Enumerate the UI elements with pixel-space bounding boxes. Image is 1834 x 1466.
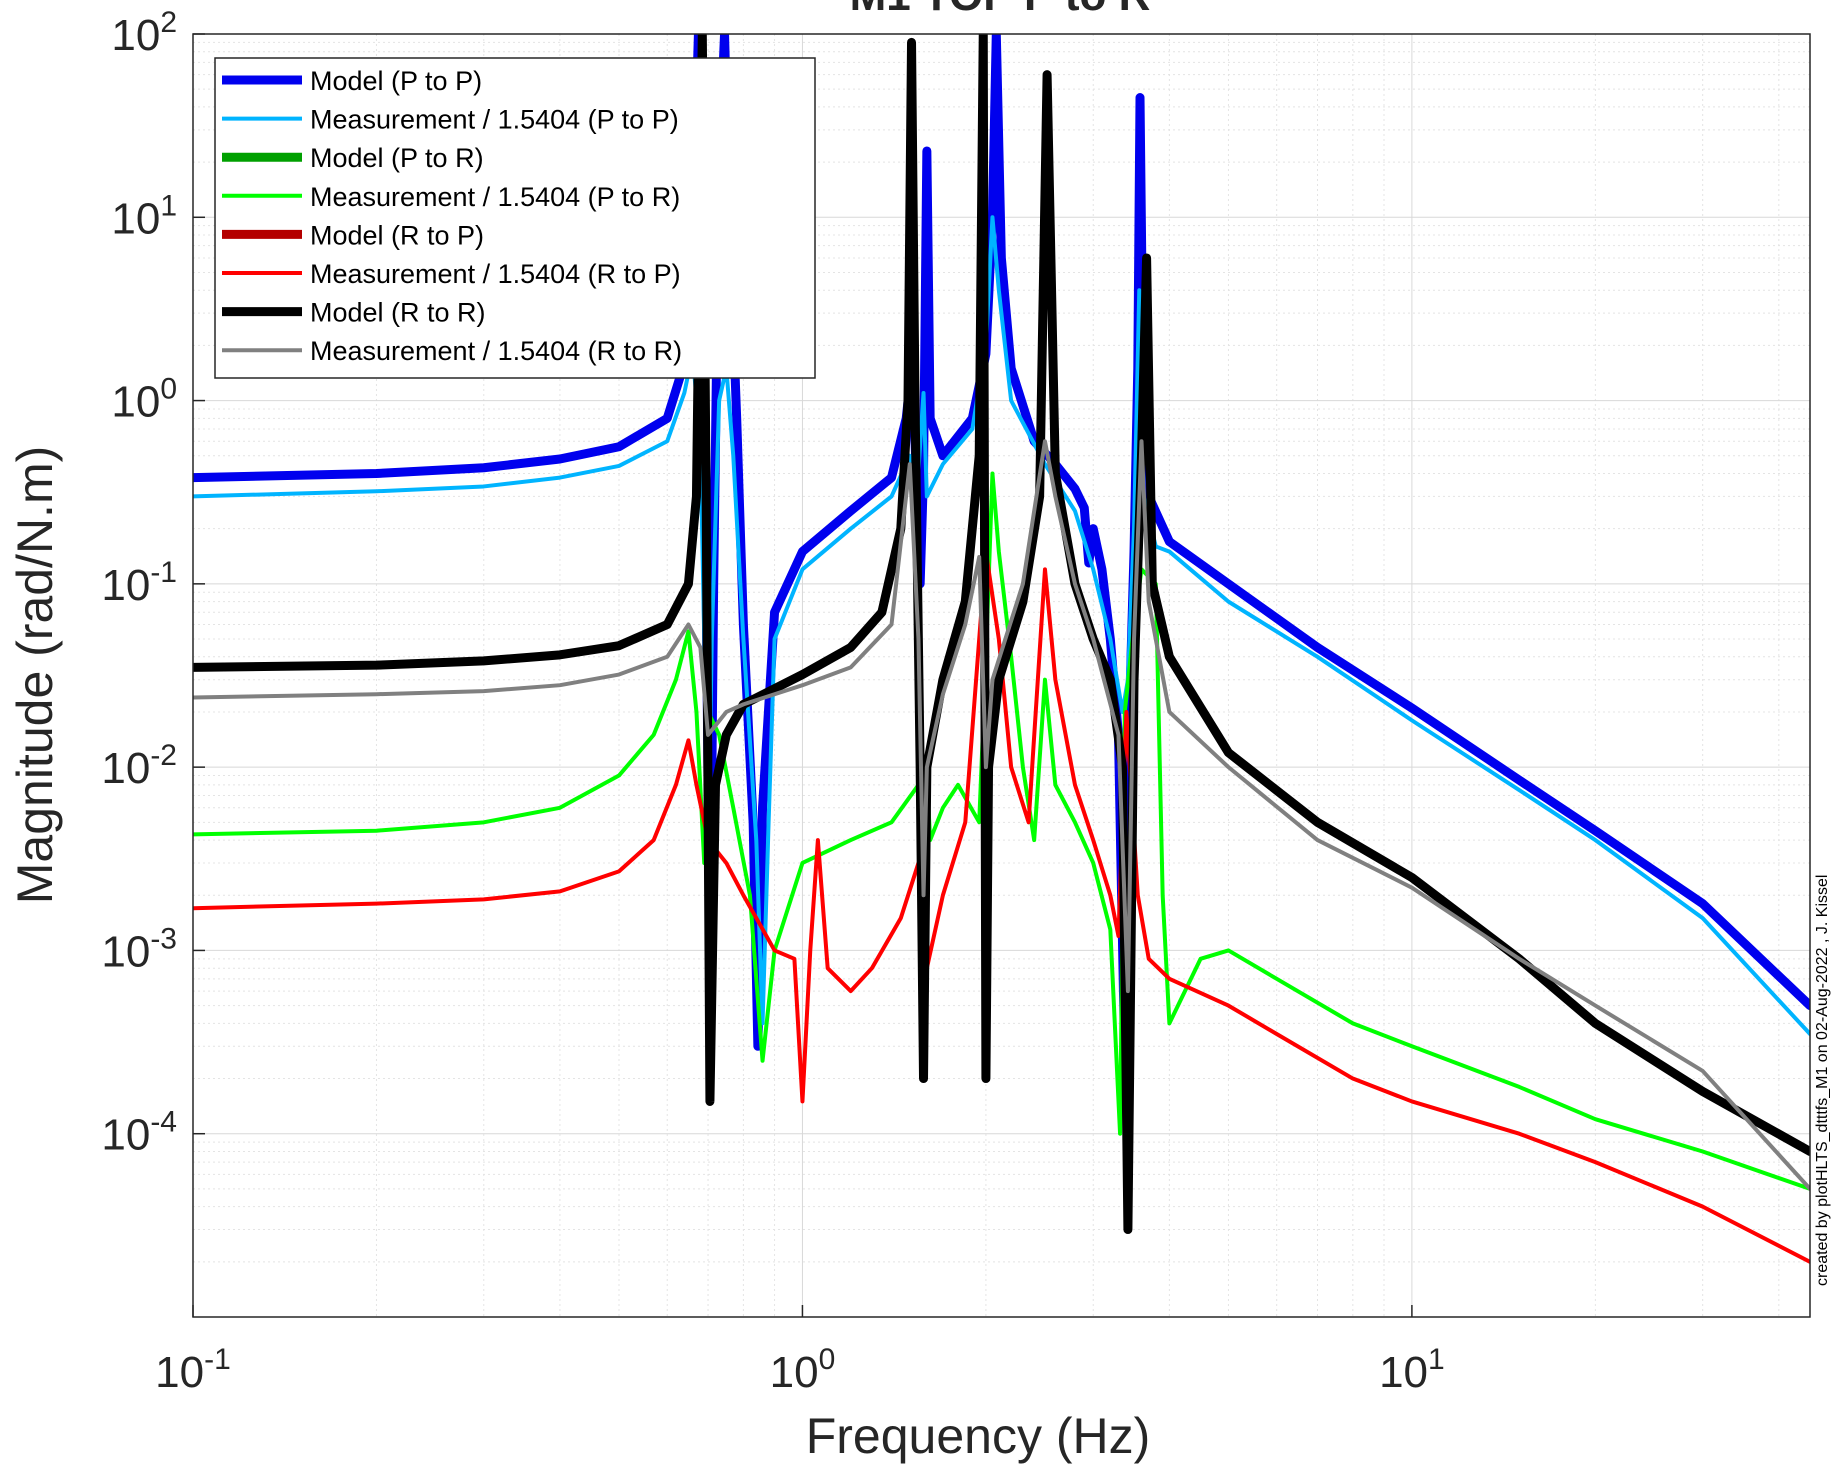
- legend-label: Model (R to P): [310, 220, 484, 250]
- y-tick-label: 102: [111, 6, 177, 60]
- y-tick-label: 10-1: [101, 556, 177, 610]
- x-tick-label: 10-1: [155, 1343, 231, 1397]
- legend-label: Measurement / 1.5404 (R to R): [310, 336, 682, 366]
- tick-labels: 10-1 100 101 102 101 100 10-1 10-2 10-3 10-4: [101, 6, 1444, 1397]
- chart-title: M1 TOP P to R: [850, 0, 1151, 20]
- y-tick-label: 10-4: [101, 1106, 177, 1160]
- legend-box: [214, 57, 816, 379]
- series-line-8: [193, 439, 1810, 1191]
- y-tick-label: 10-2: [101, 739, 177, 793]
- legend: Model (P to P) Measurement / 1.5404 (P to…: [214, 57, 816, 379]
- x-tick-label: 100: [770, 1343, 836, 1397]
- y-tick-label: 100: [111, 373, 177, 427]
- y-tick-label: 10-3: [101, 922, 177, 976]
- legend-label: Model (P to R): [310, 143, 484, 173]
- y-axis-label: Magnitude (rad/N.m): [7, 446, 63, 905]
- series-line-6: [193, 549, 1810, 1264]
- legend-label: Measurement / 1.5404 (P to P): [310, 105, 679, 135]
- x-axis-label: Frequency (Hz): [806, 1408, 1151, 1464]
- credit-text: created by plotHLTS_dtttfs_M1 on 02-Aug-…: [1814, 875, 1831, 1286]
- legend-label: Model (R to R): [310, 298, 486, 328]
- legend-label: Measurement / 1.5404 (R to P): [310, 259, 681, 289]
- legend-label: Measurement / 1.5404 (P to R): [310, 182, 680, 212]
- y-tick-label: 101: [111, 189, 177, 243]
- plot-frame: [192, 33, 1811, 1318]
- x-tick-label: 101: [1379, 1343, 1445, 1397]
- legend-label: Model (P to P): [310, 66, 482, 96]
